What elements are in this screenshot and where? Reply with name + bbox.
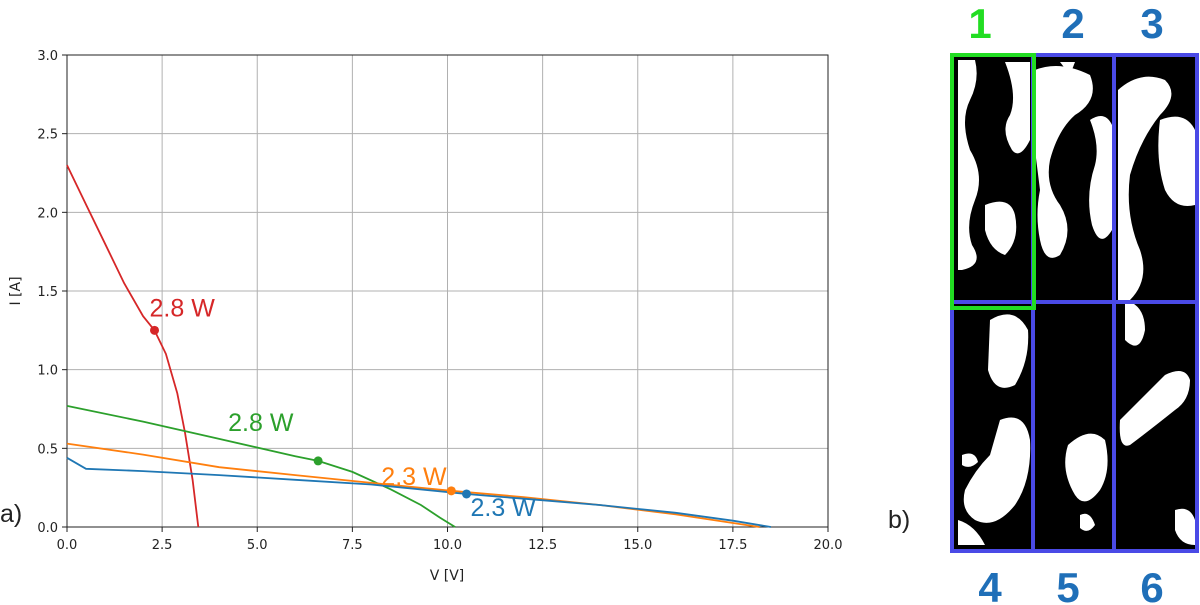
mpp-point: [150, 325, 160, 335]
cell-label-3: 3: [1140, 0, 1163, 47]
cell-label-5: 5: [1056, 564, 1079, 605]
x-tick-label: 15.0: [623, 538, 652, 553]
mpp-point: [462, 489, 472, 499]
mpp-point: [446, 486, 456, 496]
cell-label-2: 2: [1061, 0, 1084, 47]
y-tick-label: 3.0: [37, 49, 58, 64]
x-tick-label: 7.5: [342, 538, 363, 553]
x-tick-label: 17.5: [718, 538, 747, 553]
mpp-point: [313, 456, 323, 466]
panel-label-a: a): [0, 500, 22, 528]
grid: [66, 54, 829, 528]
power-label: 2.8 W: [228, 409, 294, 437]
series-line: [66, 457, 772, 528]
y-tick-label: 0.0: [37, 521, 58, 536]
y-axis-label: I [A]: [8, 276, 24, 305]
y-tick-label: 1.0: [37, 364, 58, 379]
x-tick-label: 5.0: [247, 538, 268, 553]
x-tick-label: 12.5: [528, 538, 557, 553]
y-tick-label: 2.0: [37, 206, 58, 221]
y-tick-label: 0.5: [37, 442, 58, 457]
x-tick-label: 10.0: [433, 538, 462, 553]
power-label: 2.3 W: [471, 494, 537, 522]
x-tick-label: 2.5: [152, 538, 173, 553]
y-tick-label: 1.5: [37, 285, 58, 300]
mpp-markers: [150, 325, 472, 499]
x-tick-label: 20.0: [814, 538, 843, 553]
cell-label-1: 1: [968, 0, 991, 47]
power-annotations: 2.8 W 2.8 W 2.3 W 2.3 W: [150, 294, 537, 522]
iv-chart: 0.0 2.5 5.0 7.5 10.0 12.5 15.0 17.5 20.0 0.0 0.5 1…: [0, 49, 842, 584]
curves: [66, 164, 772, 528]
y-ticks: 0.0 0.5 1.0 1.5 2.0 2.5 3.0: [37, 49, 67, 536]
y-tick-label: 2.5: [37, 128, 58, 143]
x-tick-label: 0.0: [57, 538, 78, 553]
segmentation-panel: b): [888, 0, 1199, 605]
cell-label-4: 4: [978, 564, 1002, 605]
x-ticks: 0.0 2.5 5.0 7.5 10.0 12.5 15.0 17.5 20.0: [57, 527, 843, 553]
cell-label-6: 6: [1140, 564, 1163, 605]
panel-label-b: b): [888, 506, 910, 534]
segmentation-grid: [950, 53, 1199, 553]
white-blobs: [958, 60, 1195, 545]
power-label: 2.8 W: [150, 294, 216, 322]
highlighted-cell-frame: [950, 53, 1036, 310]
power-label: 2.3 W: [381, 463, 447, 491]
grid-cell-frame: [1112, 300, 1199, 553]
series-line: [66, 405, 456, 528]
x-axis-label: V [V]: [430, 568, 465, 584]
